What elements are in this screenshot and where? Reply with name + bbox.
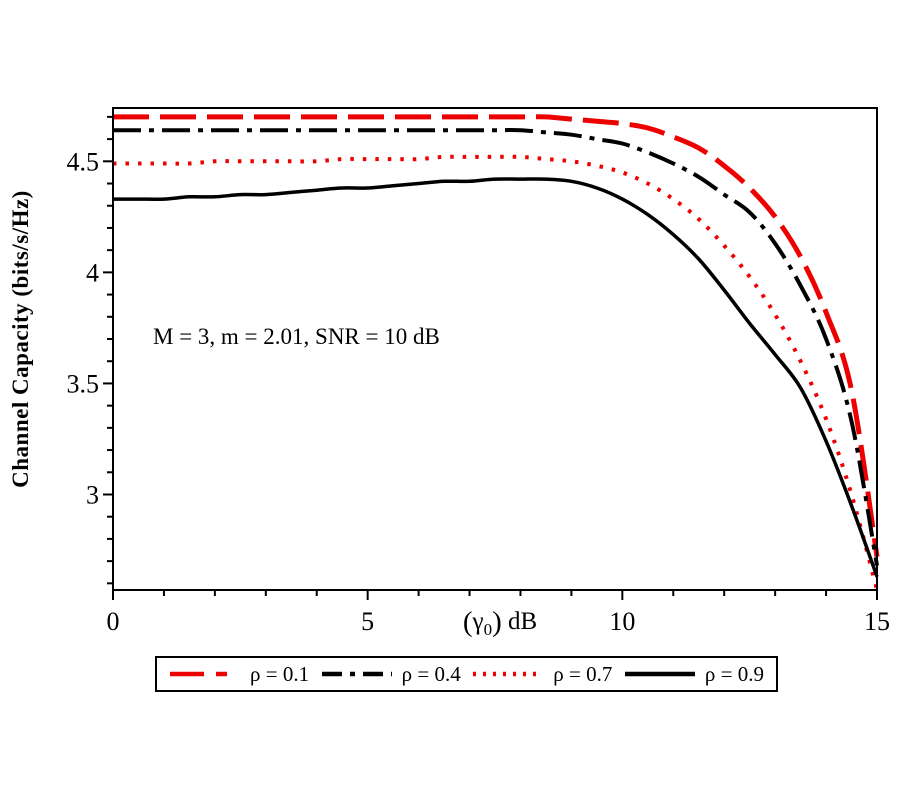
tick-labels: 0 5 10 15 3 3.5 4 4.5 bbox=[67, 147, 891, 636]
legend-item-rho-0.1: ρ = 0.1 bbox=[169, 662, 309, 687]
parameters-annotation: M = 3, m = 2.01, SNR = 10 dB bbox=[153, 324, 440, 349]
axis-ticks bbox=[103, 115, 878, 600]
x-tick-label: 10 bbox=[609, 607, 635, 636]
x-axis-title: (γ0) dB bbox=[350, 606, 650, 640]
legend-label: ρ = 0.1 bbox=[250, 661, 310, 686]
y-tick-label: 3 bbox=[86, 480, 99, 509]
y-tick-label: 4.5 bbox=[67, 147, 100, 176]
legend-line-sample-solid bbox=[624, 671, 695, 677]
legend-item-rho-0.9: ρ = 0.9 bbox=[624, 662, 764, 687]
x-axis-title-close-paren: ) bbox=[492, 606, 502, 638]
legend-line-sample-long-dash bbox=[170, 671, 240, 677]
legend-label: ρ = 0.9 bbox=[704, 661, 764, 686]
legend-label: ρ = 0.4 bbox=[401, 661, 461, 686]
curves bbox=[112, 114, 880, 591]
y-tick-label: 4 bbox=[86, 258, 99, 287]
x-axis-unit: dB bbox=[501, 608, 538, 635]
gamma-subscript: 0 bbox=[483, 620, 493, 639]
curve-rho-0.1 bbox=[113, 114, 880, 558]
legend-line-sample-dotted bbox=[473, 671, 544, 677]
x-tick-label: 5 bbox=[361, 607, 374, 636]
plot-frame bbox=[112, 107, 878, 591]
legend-item-rho-0.4: ρ = 0.4 bbox=[321, 662, 461, 687]
gamma-symbol: γ bbox=[472, 608, 484, 635]
curve-rho-0.9 bbox=[112, 177, 879, 578]
legend-item-rho-0.7: ρ = 0.7 bbox=[472, 662, 612, 687]
y-tick-label: 3.5 bbox=[67, 369, 100, 398]
legend-label: ρ = 0.7 bbox=[553, 661, 613, 686]
curve-rho-0.7 bbox=[113, 154, 879, 591]
legend-box: ρ = 0.1 ρ = 0.4 ρ = 0.7 ρ = 0.9 bbox=[155, 656, 778, 692]
x-tick-label: 0 bbox=[107, 607, 120, 636]
x-tick-label: 15 bbox=[864, 607, 890, 636]
x-axis-title-open-paren: ( bbox=[462, 606, 473, 638]
y-axis-title: Channel Capacity (bits/s/Hz) bbox=[8, 190, 33, 488]
legend-line-sample-dash-dot bbox=[321, 671, 392, 677]
